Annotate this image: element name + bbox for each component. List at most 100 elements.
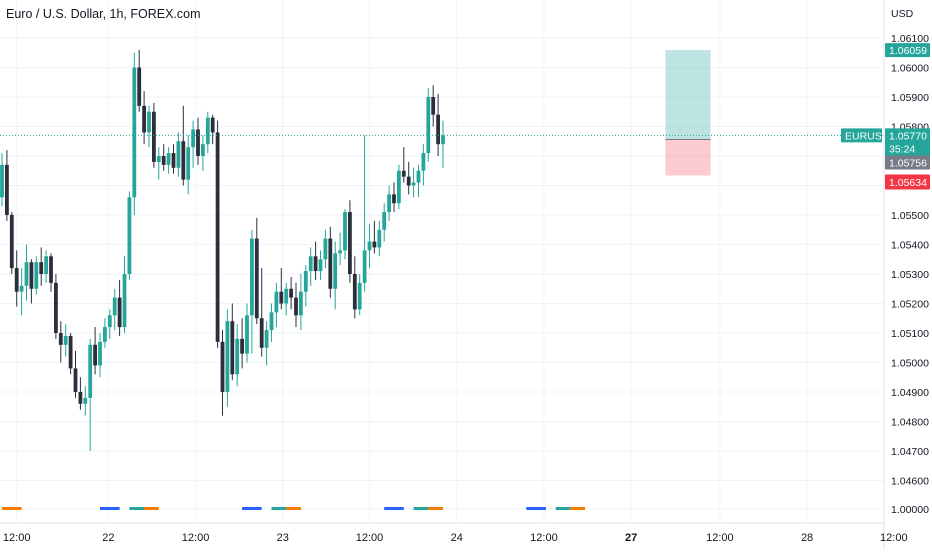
candle: [230, 303, 235, 381]
candle-body: [250, 238, 254, 316]
y-tick-label: 1.06100: [891, 33, 929, 45]
candle-body: [5, 164, 9, 215]
session-marker: [384, 507, 404, 510]
candle: [328, 226, 333, 298]
session-marker: [413, 507, 429, 510]
currency-label: USD: [891, 8, 914, 20]
candle-body: [362, 250, 367, 283]
candle: [240, 318, 244, 369]
position-tool: [665, 50, 711, 176]
x-tick-label: 12:00: [880, 532, 908, 544]
stop-price-label: 1.05634: [889, 177, 927, 189]
candle-body: [112, 297, 117, 316]
candle-body: [406, 176, 411, 186]
candle-body: [303, 271, 308, 292]
y-tick-label: 1.05100: [891, 328, 929, 340]
candle-body: [73, 368, 78, 392]
candle-body: [441, 135, 445, 145]
candle: [201, 135, 205, 171]
symbol-label: EURUSD: [845, 130, 890, 142]
candle-body: [230, 321, 235, 375]
candle: [0, 153, 4, 207]
candle-body: [137, 67, 142, 106]
candle: [264, 321, 269, 366]
candle-body: [156, 156, 161, 162]
candle-body: [343, 212, 347, 251]
candle-body: [426, 97, 431, 154]
candle-body: [29, 262, 34, 289]
y-tick-label: 1.05400: [891, 240, 929, 252]
candle-body: [83, 397, 88, 404]
candle-body: [348, 212, 352, 274]
candle-body: [284, 288, 289, 304]
x-tick-label: 12:00: [3, 532, 31, 544]
x-tick-label: 22: [102, 532, 114, 544]
candle-body: [210, 117, 215, 133]
candle-body: [171, 153, 176, 168]
candle: [93, 327, 97, 375]
session-marker: [144, 507, 159, 510]
candle: [362, 135, 367, 292]
y-tick-label: 1.00000: [891, 504, 929, 516]
candle: [176, 132, 181, 177]
x-tick-label: 28: [801, 532, 813, 544]
candle-body: [357, 282, 362, 310]
candle-body: [181, 141, 186, 180]
candle: [352, 256, 357, 319]
candle-body: [313, 256, 318, 272]
session-marker: [2, 507, 22, 510]
candle: [441, 120, 445, 168]
y-tick-label: 1.04600: [891, 476, 929, 488]
candle: [357, 274, 362, 316]
candle: [34, 256, 39, 295]
stop-price-label-bg: [885, 174, 930, 190]
candle-body: [132, 67, 137, 198]
y-tick-label: 1.06000: [891, 63, 929, 75]
session-marker: [271, 507, 287, 510]
candle: [39, 247, 44, 286]
candle-body: [328, 238, 333, 289]
candle-body: [392, 194, 396, 204]
session-marker: [286, 507, 301, 510]
candle-body: [308, 256, 313, 272]
session-marker: [242, 507, 262, 510]
candle: [68, 333, 73, 375]
candle: [196, 117, 200, 165]
candle: [392, 182, 396, 213]
candle-body: [49, 256, 53, 283]
candle: [235, 324, 240, 387]
x-tick-label: 12:00: [706, 532, 734, 544]
candle: [411, 167, 416, 198]
x-tick-label: 12:00: [356, 532, 384, 544]
session-marker: [129, 507, 145, 510]
candle: [14, 250, 19, 307]
candle-body: [98, 341, 102, 366]
candle: [73, 350, 78, 398]
x-tick-label: 23: [277, 532, 289, 544]
candle-body: [421, 153, 426, 171]
candle-body: [117, 297, 122, 328]
candle: [112, 288, 117, 331]
candle: [44, 250, 48, 283]
candle-body: [122, 274, 127, 328]
symbol-label-bg: [841, 128, 882, 143]
y-tick-label: 1.05500: [891, 210, 929, 222]
candle: [284, 282, 289, 316]
candle-body: [58, 333, 63, 345]
last-price-label-bg: [885, 128, 930, 157]
candle-body: [93, 344, 97, 366]
x-tick-label: 12:00: [182, 532, 210, 544]
candle-body: [240, 338, 244, 354]
candle-body: [14, 268, 19, 292]
candle: [98, 333, 102, 378]
candle: [289, 276, 293, 310]
candle-body: [225, 321, 230, 392]
candle-body: [264, 330, 269, 348]
candle-body: [382, 212, 387, 230]
candle: [156, 147, 161, 180]
candle: [299, 274, 303, 331]
candle: [372, 220, 377, 254]
